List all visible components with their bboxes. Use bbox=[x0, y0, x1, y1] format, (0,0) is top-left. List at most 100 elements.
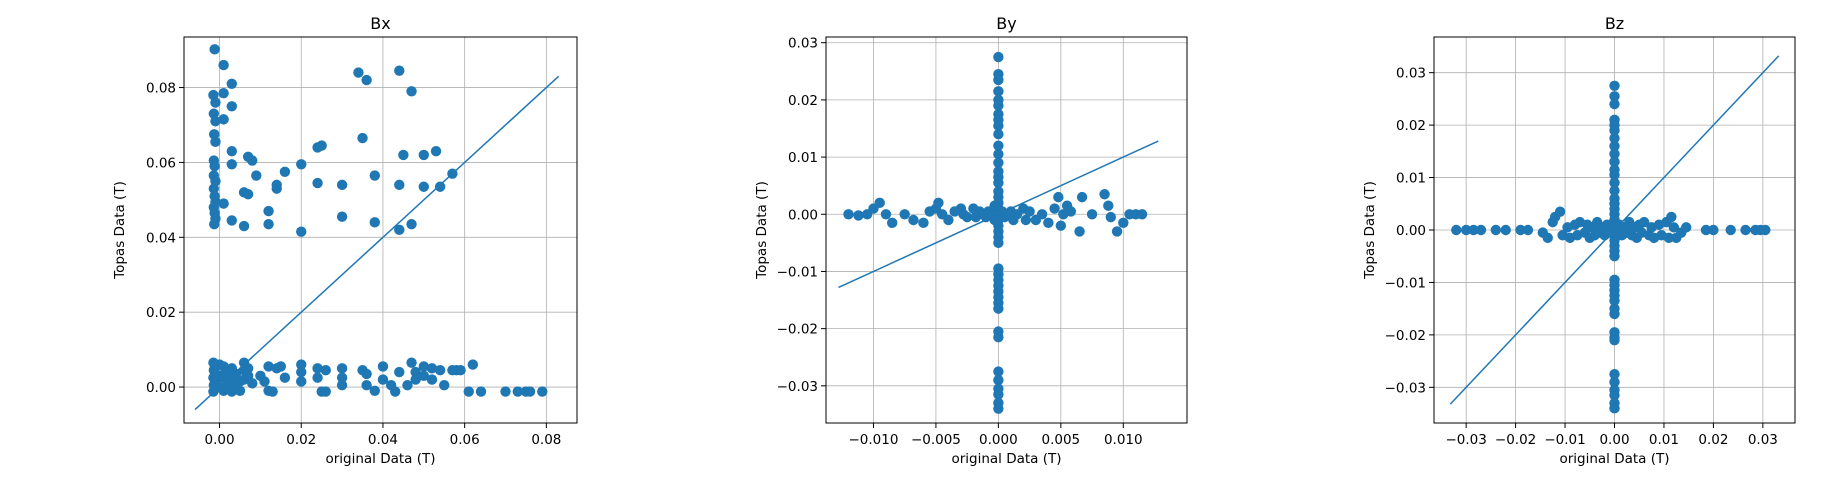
data-point bbox=[210, 136, 221, 148]
y-tick-label: −0.01 bbox=[1385, 275, 1426, 291]
data-point bbox=[1490, 224, 1502, 236]
data-point bbox=[1700, 224, 1712, 236]
data-point bbox=[402, 379, 413, 391]
data-point bbox=[1065, 206, 1077, 217]
data-point bbox=[1609, 80, 1620, 91]
data-point bbox=[361, 379, 372, 391]
data-point bbox=[537, 386, 548, 397]
data-point bbox=[500, 386, 511, 397]
data-point bbox=[418, 149, 430, 161]
data-point bbox=[961, 211, 973, 223]
y-tick-label: 0.01 bbox=[1396, 171, 1426, 187]
data-area bbox=[1449, 55, 1780, 414]
data-point bbox=[320, 365, 331, 376]
data-point bbox=[1055, 220, 1067, 231]
y-tick-label: 0.02 bbox=[146, 305, 176, 321]
x-tick-label: 0.000 bbox=[979, 432, 1018, 448]
data-point bbox=[1103, 200, 1114, 211]
chart-title: By bbox=[996, 14, 1016, 33]
x-tick-label: −0.005 bbox=[911, 432, 961, 448]
data-point bbox=[1609, 308, 1620, 320]
data-point bbox=[1760, 224, 1771, 236]
data-point bbox=[267, 386, 278, 397]
data-point bbox=[1638, 216, 1650, 228]
data-point bbox=[242, 189, 254, 200]
data-point bbox=[426, 374, 438, 385]
data-point bbox=[353, 67, 364, 78]
data-point bbox=[226, 159, 237, 170]
data-point bbox=[993, 157, 1004, 169]
y-tick-label: 0.00 bbox=[1396, 223, 1426, 239]
y-tick-label: −0.01 bbox=[777, 264, 818, 280]
data-point bbox=[1515, 224, 1526, 236]
data-point bbox=[1049, 203, 1060, 214]
data-point bbox=[247, 155, 258, 166]
data-point bbox=[1475, 224, 1487, 236]
data-point bbox=[394, 366, 405, 378]
data-point bbox=[1043, 217, 1054, 229]
axes-frame bbox=[183, 36, 578, 424]
data-point bbox=[1105, 211, 1117, 223]
x-tick-label: 0.03 bbox=[1748, 432, 1778, 448]
data-point bbox=[993, 120, 1004, 131]
data-point bbox=[226, 215, 237, 226]
data-point bbox=[1542, 232, 1553, 244]
data-point bbox=[271, 179, 282, 191]
data-point bbox=[296, 226, 307, 237]
data-point bbox=[320, 386, 331, 397]
data-point bbox=[263, 218, 274, 230]
data-point bbox=[296, 366, 307, 378]
data-point bbox=[406, 218, 417, 230]
data-point bbox=[336, 372, 348, 383]
data-point bbox=[361, 368, 372, 380]
data-point bbox=[993, 389, 1004, 400]
data-point bbox=[1020, 214, 1032, 226]
data-point bbox=[394, 224, 405, 236]
data-point bbox=[1725, 224, 1736, 236]
data-point bbox=[242, 363, 254, 374]
data-point bbox=[1460, 224, 1472, 236]
data-point bbox=[1609, 133, 1620, 144]
data-point bbox=[993, 332, 1004, 343]
data-point bbox=[1086, 209, 1098, 220]
data-point bbox=[434, 181, 446, 192]
data-point bbox=[463, 386, 474, 397]
data-point bbox=[880, 209, 892, 220]
y-tick-label: 0.08 bbox=[146, 81, 176, 97]
data-point bbox=[418, 361, 430, 372]
data-point bbox=[1500, 224, 1511, 236]
data-point bbox=[993, 403, 1004, 414]
y-tick-label: 0.06 bbox=[146, 155, 176, 171]
data-point bbox=[989, 200, 1000, 211]
data-point bbox=[263, 361, 274, 372]
x-tick-label: 0.005 bbox=[1042, 432, 1081, 448]
data-point bbox=[312, 177, 323, 189]
y-tick-label: 0.00 bbox=[146, 380, 176, 396]
data-point bbox=[447, 168, 458, 179]
data-point bbox=[208, 183, 220, 194]
data-point bbox=[1609, 169, 1620, 181]
data-point bbox=[1468, 224, 1479, 236]
data-point bbox=[296, 159, 307, 170]
x-tick-label: 0.010 bbox=[1104, 432, 1143, 448]
data-point bbox=[1136, 209, 1148, 220]
data-point bbox=[247, 378, 258, 389]
data-point bbox=[312, 363, 323, 374]
x-tick-label: 0.02 bbox=[286, 432, 316, 448]
data-point bbox=[1609, 376, 1620, 388]
data-point bbox=[410, 374, 421, 385]
axes-frame bbox=[825, 36, 1188, 424]
data-point bbox=[426, 363, 438, 374]
data-point bbox=[369, 217, 380, 228]
y-tick-label: −0.02 bbox=[777, 322, 818, 338]
data-point bbox=[475, 386, 487, 397]
data-point bbox=[226, 101, 237, 112]
data-point bbox=[377, 361, 389, 372]
data-point bbox=[218, 59, 229, 71]
data-point bbox=[1609, 125, 1620, 136]
data-point bbox=[369, 385, 380, 397]
data-point bbox=[1554, 206, 1566, 217]
data-point bbox=[1609, 403, 1620, 414]
data-point bbox=[398, 149, 409, 161]
data-point bbox=[218, 114, 229, 125]
